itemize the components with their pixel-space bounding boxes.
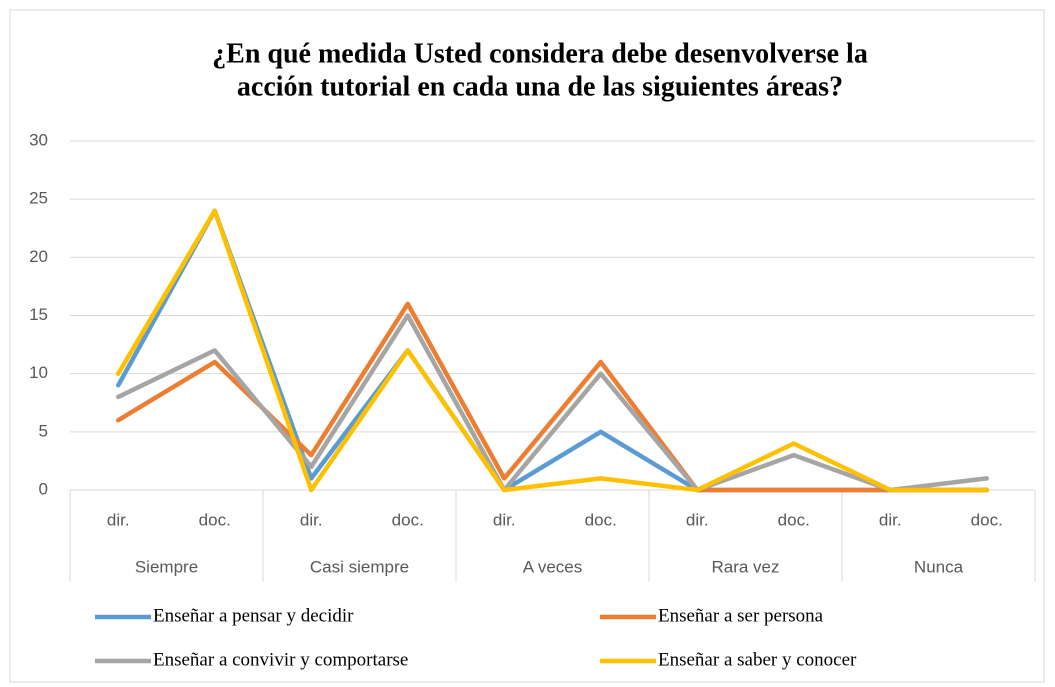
x-tick-label: dir. — [879, 510, 902, 529]
y-tick-label: 10 — [29, 363, 48, 382]
legend-label: Enseñar a saber y conocer — [658, 649, 857, 670]
chart-title: acción tutorial en cada una de las sigui… — [237, 71, 843, 102]
y-tick-label: 5 — [39, 421, 48, 440]
x-tick-label: doc. — [971, 510, 1003, 529]
x-tick-label: doc. — [392, 510, 424, 529]
x-tick-label: doc. — [199, 510, 231, 529]
x-tick-label: dir. — [686, 510, 709, 529]
y-tick-label: 30 — [29, 130, 48, 149]
y-tick-label: 15 — [29, 305, 48, 324]
group-label: Casi siempre — [310, 557, 409, 576]
series-line — [116, 313, 989, 493]
y-tick-label: 0 — [39, 479, 48, 498]
legend-label: Enseñar a ser persona — [658, 605, 824, 626]
group-label: Rara vez — [711, 557, 779, 576]
x-tick-label: dir. — [493, 510, 516, 529]
group-label: Nunca — [914, 557, 964, 576]
x-tick-label: dir. — [300, 510, 323, 529]
x-tick-label: doc. — [778, 510, 810, 529]
y-tick-label: 20 — [29, 247, 48, 266]
legend-label: Enseñar a convivir y comportarse — [153, 649, 408, 670]
group-label: Siempre — [135, 557, 198, 576]
chart-title: ¿En qué medida Usted considera debe dese… — [212, 38, 868, 69]
y-tick-label: 25 — [29, 189, 48, 208]
chart-border — [9, 9, 1045, 683]
x-tick-label: doc. — [585, 510, 617, 529]
x-tick-label: dir. — [107, 510, 130, 529]
legend-label: Enseñar a pensar y decidir — [153, 605, 354, 626]
series-line — [116, 208, 989, 493]
group-label: A veces — [523, 557, 583, 576]
